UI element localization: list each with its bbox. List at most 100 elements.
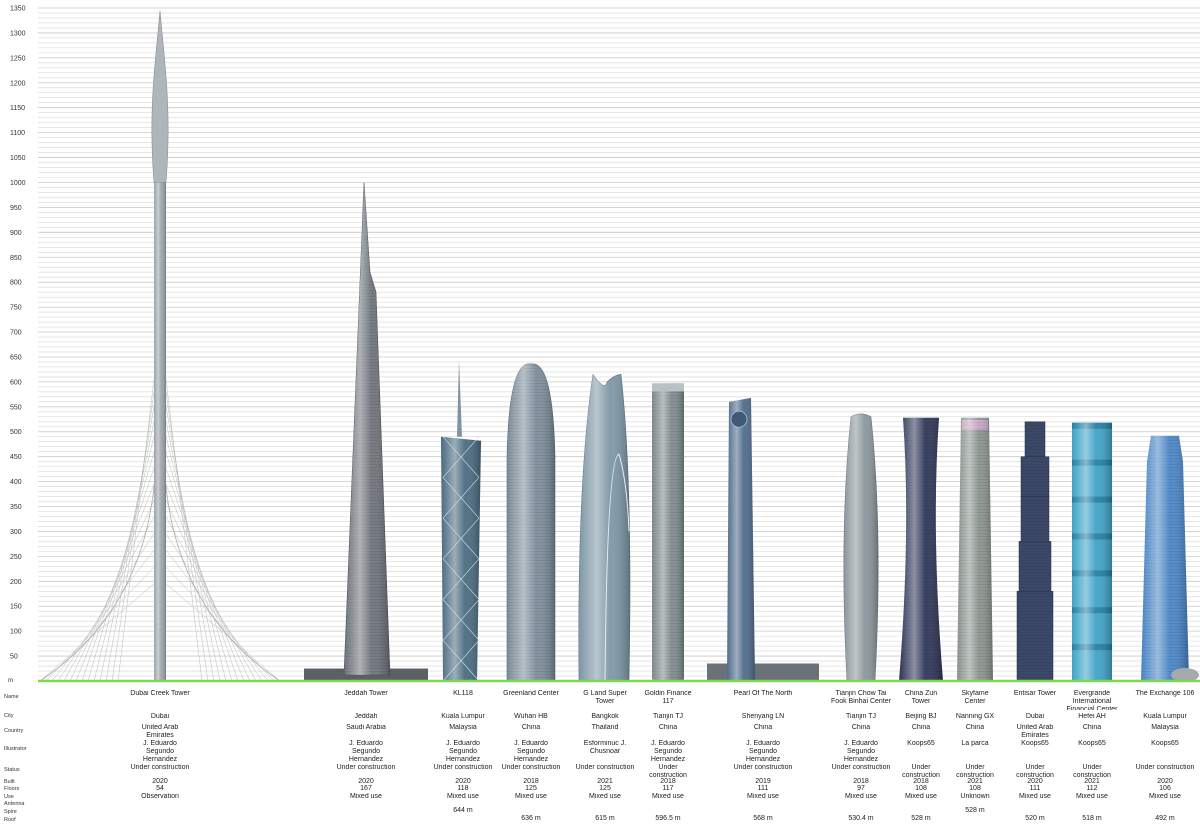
tower-pearl-of-the-north [707,397,819,681]
y-tick-label: 1100 [10,130,25,137]
y-axis-ticks: 50 100 150 200 250 300 350 400 450 500 550 600 650 70… [10,6,26,661]
tower-spire [457,359,462,437]
tower-kl118 [441,359,481,682]
y-tick-label: 1050 [10,155,26,162]
building-city: Tianjin TJ [846,713,876,720]
y-tick-label: 1350 [10,6,26,13]
tower-the-exchange-106 [1141,435,1199,682]
cable [162,459,239,682]
building-name: KL118 [453,690,473,697]
tower-g-land-super-tower [578,373,631,682]
tower-dubai-creek-tower [39,10,281,682]
building-country: China [965,724,985,731]
building-country: China [911,724,931,731]
building-illustrator: J. Eduardo Segundo Hernandez [745,740,781,763]
tower-shading [578,374,630,681]
building-roof: 492 m [1155,815,1175,822]
y-tick-label: 450 [10,454,22,461]
building-use: Mixed use [652,793,684,800]
cable [162,441,233,682]
building-city: Tianjin TJ [653,713,683,720]
y-tick-label: 850 [10,255,22,262]
y-tick-label: 650 [10,354,22,361]
facade-line [442,436,480,478]
y-tick-label: 600 [10,379,22,386]
building-roof: 615 m [595,815,615,822]
building-city: Wuhan HB [514,713,548,720]
tower-evergrande-international-financial-center [1072,422,1112,681]
building-use: Mixed use [1019,793,1051,800]
building-illustrator: J. Eduardo Segundo Hernandez [843,740,879,763]
tower-floors [1025,421,1045,457]
building-illustrator: J. Eduardo Segundo Hernandez [445,740,481,763]
building-country: Malaysia [1151,724,1179,731]
building-country: China [658,724,678,731]
building-floors: 108 [969,785,981,792]
row-label-use: Use [4,794,14,800]
tower-shading [507,363,555,681]
building-illustrator: Koops65 [1021,740,1049,747]
cable [99,406,158,682]
building-illustrator: Koops65 [1151,740,1179,747]
building-illustrator: J. Eduardo Segundo Hernandez [650,740,686,763]
building-built: 2018 [913,778,929,785]
building-roof: 568 m [753,815,773,822]
cable [45,563,158,682]
building-name: Entisar Tower [1013,690,1057,697]
building-roof: 518 m [1082,815,1102,822]
building-city: Jeddah [354,713,378,720]
y-tick-label: 950 [10,205,22,212]
y-tick-label: 100 [10,629,22,636]
building-built: 2020 [1157,778,1173,785]
row-label-roof: Roof [4,817,16,823]
building-country: China [851,724,871,731]
y-tick-label: 350 [10,504,22,511]
cable [162,424,227,682]
building-floors: 54 [156,785,164,792]
building-roof: 520 m [1025,815,1045,822]
building-country: China [753,724,773,731]
building-floors: 111 [757,785,769,792]
y-tick-label: 150 [10,604,22,611]
building-city: Nanning GX [955,713,995,720]
building-city: Dubai [150,713,170,720]
tower-floors [1019,541,1051,592]
y-tick-label: 50 [10,654,18,661]
building-use: Mixed use [350,793,382,800]
building-country: Saudi Arabia [346,724,386,731]
building-country: United Arab Emirates [141,724,179,739]
y-tick-label: 1200 [10,80,26,87]
building-status: Under construction [1016,764,1054,779]
building-status: Under construction [1135,764,1195,771]
building-illustrator: J. Eduardo Segundo Hernandez [513,740,549,763]
y-tick-label: 400 [10,479,22,486]
building-use: Mixed use [515,793,547,800]
building-use: Mixed use [905,793,937,800]
facade-line [442,558,480,600]
building-use: Mixed use [747,793,779,800]
building-country: China [521,724,541,731]
building-name: Jeddah Tower [344,690,388,697]
tower-floors [1021,496,1049,542]
building-city: Kuala Lumpur [1143,713,1187,720]
building-name: Evergrande International Financial Cente… [1066,690,1118,710]
tower-goldin-finance-117 [652,383,684,681]
tower-shading [1072,422,1112,681]
row-label-antenna: Antenna [4,801,25,807]
building-illustrator: J. Eduardo Segundo Hernandez [348,740,384,763]
building-built: 2021 [967,778,983,785]
tower-shading [1141,435,1189,681]
row-label-name: Name [4,694,19,700]
tower-skyfame-center [957,417,993,681]
building-status: Under construction [130,764,190,771]
tower-tianjin-chow-tai-fook-binhai-center [843,413,879,682]
row-label-floors: Floors [4,786,20,792]
building-floors: 125 [525,785,537,792]
cable [105,389,158,682]
building-use: Mixed use [845,793,877,800]
row-label-country: Country [4,728,24,734]
building-status: Under construction [902,764,940,779]
cable [111,371,158,682]
building-name: Dubai Creek Tower [130,690,190,697]
building-use: Mixed use [447,793,479,800]
